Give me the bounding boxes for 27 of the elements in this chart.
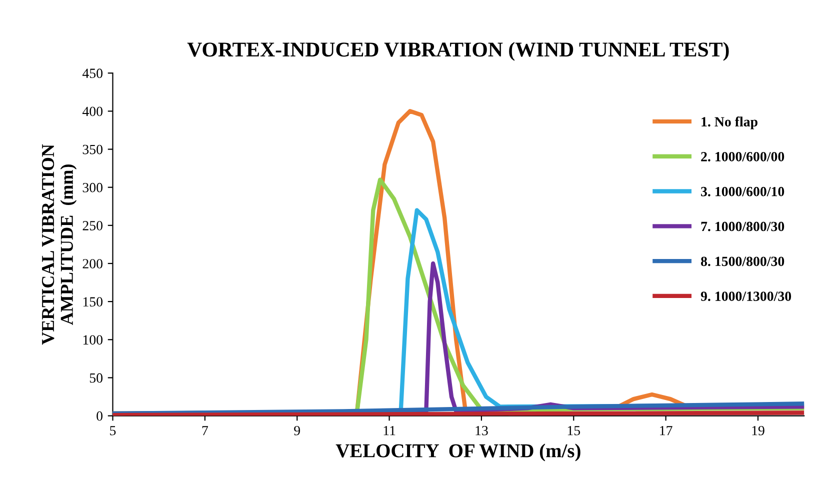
y-axis-title: VERTICAL VIBRATION AMPLITUDE (mm): [42, 144, 77, 345]
y-tick-label: 300: [82, 182, 102, 192]
x-tick-label: 13: [476, 426, 488, 436]
x-tick-label: 11: [384, 426, 396, 436]
y-tick-label: 100: [83, 335, 102, 345]
x-tick-label: 19: [752, 426, 764, 436]
y-tick-label: 250: [82, 220, 102, 230]
y-tick-label: 50: [90, 373, 102, 383]
x-axis-title: VELOCITY OF WIND (m/s): [336, 444, 580, 462]
y-tick-label: 0: [96, 411, 102, 421]
x-tick-label: 7: [202, 426, 208, 436]
legend-label: 2. 1000/600/00: [701, 152, 784, 162]
legend-label: 9. 1000/1300/30: [700, 292, 792, 302]
x-tick-label: 9: [294, 426, 300, 436]
chart-title: VORTEX-INDUCED VIBRATION (WIND TUNNEL TEST): [187, 42, 729, 61]
legend-label: 8. 1500/800/30: [700, 256, 784, 266]
y-tick-label: 450: [82, 68, 102, 78]
x-tick-label: 17: [660, 426, 672, 436]
x-tick-label: 15: [568, 426, 580, 436]
y-tick-label: 400: [82, 106, 102, 116]
legend-label: 1. No flap: [702, 116, 758, 130]
y-tick-label: 200: [82, 259, 102, 268]
y-tick-label: 150: [83, 297, 102, 307]
legend-label: 7. 1000/800/30: [701, 222, 784, 232]
y-tick-label: 350: [82, 144, 102, 154]
legend-label: 3. 1000/600/10: [701, 186, 784, 196]
x-tick-label: 5: [110, 426, 116, 436]
